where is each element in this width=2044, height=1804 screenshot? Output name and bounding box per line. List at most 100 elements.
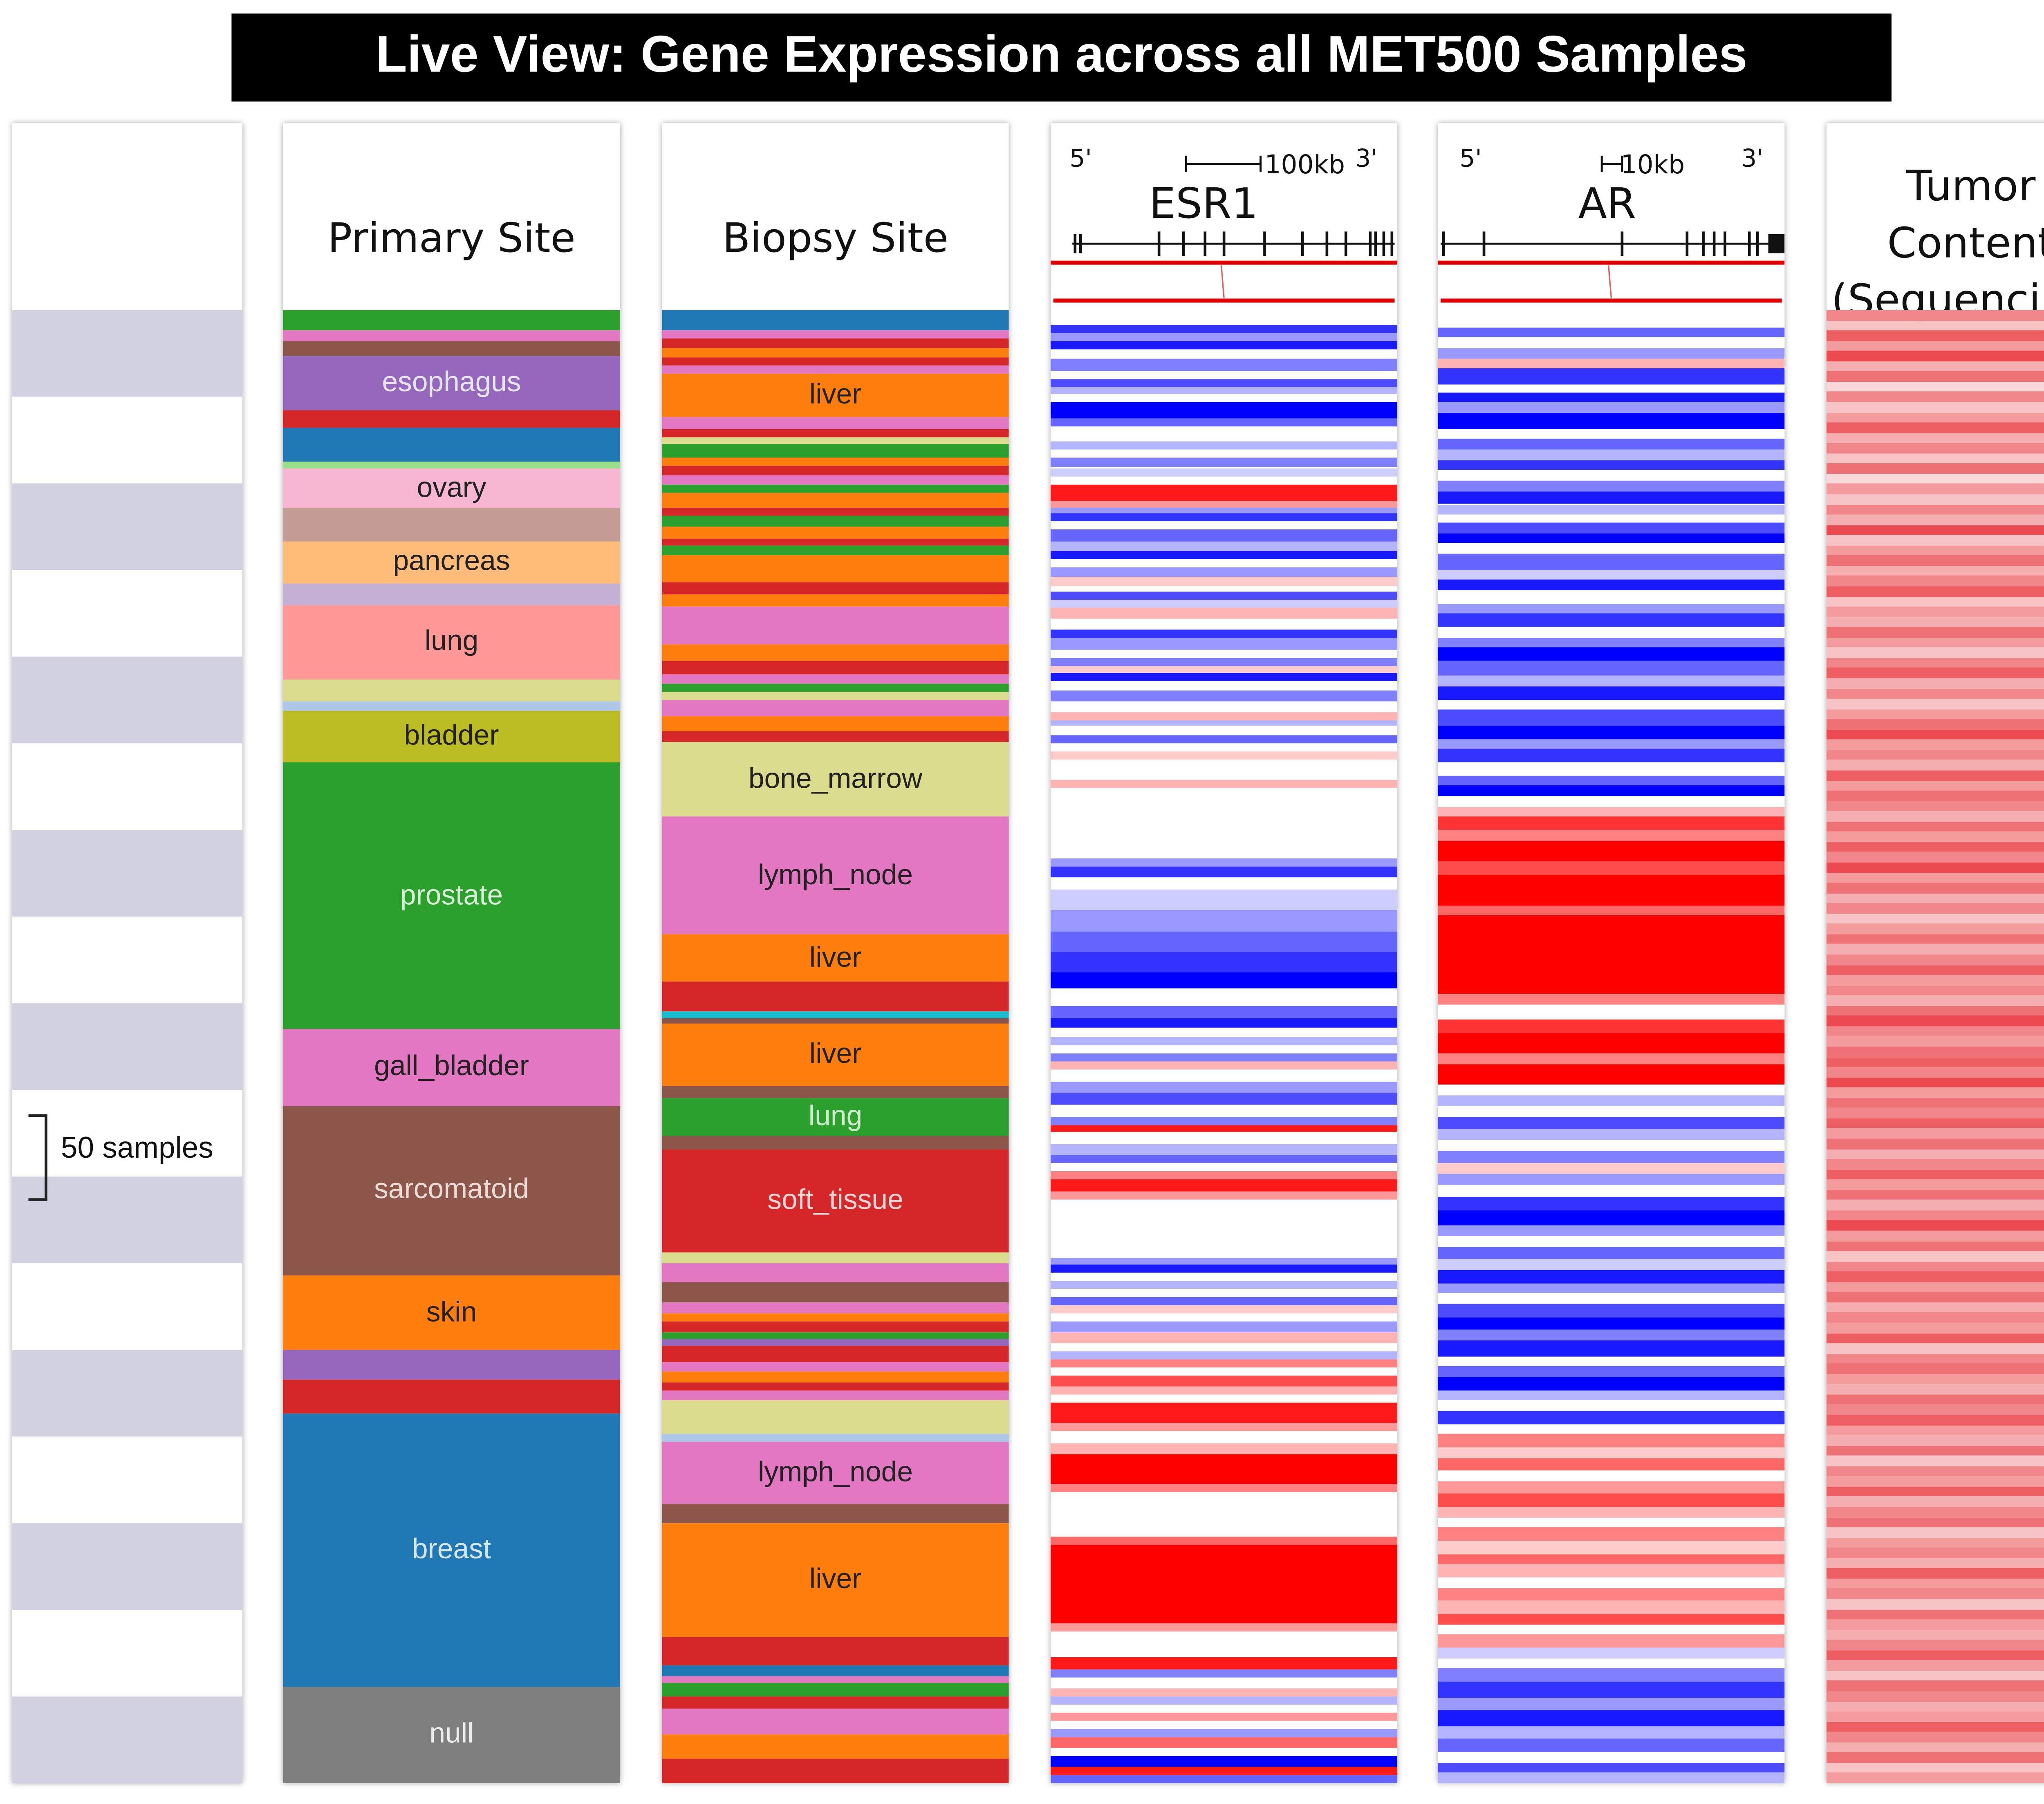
expression-band[interactable] xyxy=(1438,358,1785,369)
expression-band[interactable] xyxy=(1051,1061,1398,1070)
expression-band[interactable] xyxy=(1438,369,1785,385)
expression-band[interactable] xyxy=(1051,1305,1398,1314)
category-segment[interactable] xyxy=(662,310,1009,331)
expression-band[interactable] xyxy=(1438,491,1785,504)
tumor-content-band[interactable] xyxy=(1827,1077,2044,1088)
tumor-content-band[interactable] xyxy=(1827,801,2044,812)
tumor-content-band[interactable] xyxy=(1827,1456,2044,1467)
expression-band[interactable] xyxy=(1438,1317,1785,1330)
expression-band[interactable] xyxy=(1438,392,1785,403)
tumor-content-band[interactable] xyxy=(1827,1691,2044,1702)
expression-band[interactable] xyxy=(1051,910,1398,931)
expression-band[interactable] xyxy=(1438,1330,1785,1340)
expression-band[interactable] xyxy=(1438,840,1785,861)
ar-track[interactable]: 5' 10kb 3' AR xyxy=(1438,123,1785,1784)
category-segment[interactable]: sarcomatoid xyxy=(283,1105,620,1276)
tumor-content-band[interactable] xyxy=(1827,709,2044,720)
expression-band[interactable] xyxy=(1438,1507,1785,1518)
tumor-content-band[interactable] xyxy=(1827,1762,2044,1774)
expression-band[interactable] xyxy=(1438,726,1785,739)
expression-band[interactable] xyxy=(1051,1624,1398,1632)
expression-band[interactable] xyxy=(1438,1150,1785,1163)
tumor-content-band[interactable] xyxy=(1827,1098,2044,1109)
tumor-content-band[interactable] xyxy=(1827,473,2044,485)
category-segment[interactable] xyxy=(662,1504,1009,1523)
expression-band[interactable] xyxy=(1438,1174,1785,1184)
tumor-content-band[interactable] xyxy=(1827,1364,2044,1375)
expression-band[interactable] xyxy=(1051,858,1398,867)
expression-band[interactable] xyxy=(1051,867,1398,878)
tumor-content-band[interactable] xyxy=(1827,750,2044,761)
expression-band[interactable] xyxy=(1438,861,1785,874)
expression-band[interactable] xyxy=(1438,1163,1785,1174)
expression-band[interactable] xyxy=(1051,608,1398,619)
tumor-content-band[interactable] xyxy=(1827,1507,2044,1518)
category-segment[interactable] xyxy=(283,679,620,701)
tumor-content-band[interactable] xyxy=(1827,1701,2044,1712)
expression-band[interactable] xyxy=(1051,325,1398,334)
tumor-content-band[interactable] xyxy=(1827,484,2044,495)
category-segment[interactable]: lung xyxy=(283,605,620,680)
category-segment[interactable]: bone_marrow xyxy=(662,742,1009,817)
category-segment[interactable] xyxy=(662,982,1009,1011)
expression-band[interactable] xyxy=(1051,1431,1398,1444)
tumor-content-band[interactable] xyxy=(1827,1057,2044,1068)
expression-band[interactable] xyxy=(1438,994,1785,1005)
tumor-content-band[interactable] xyxy=(1827,1333,2044,1344)
expression-band[interactable] xyxy=(1051,1132,1398,1144)
tumor-content-band[interactable] xyxy=(1827,1670,2044,1682)
tumor-content-band[interactable] xyxy=(1827,1394,2044,1405)
expression-band[interactable] xyxy=(1051,1105,1398,1117)
expression-band[interactable] xyxy=(1438,590,1785,603)
expression-band[interactable] xyxy=(1438,1494,1785,1507)
tumor-content-band[interactable] xyxy=(1827,1200,2044,1211)
expression-band[interactable] xyxy=(1438,1588,1785,1601)
expression-band[interactable] xyxy=(1438,1634,1785,1648)
expression-band[interactable] xyxy=(1051,1092,1398,1105)
category-segment[interactable] xyxy=(662,516,1009,527)
tumor-content-band[interactable] xyxy=(1827,1773,2044,1784)
expression-band[interactable] xyxy=(1438,470,1785,481)
expression-band[interactable] xyxy=(1051,1280,1398,1289)
category-segment[interactable] xyxy=(662,1372,1009,1383)
category-segment[interactable] xyxy=(662,1252,1009,1263)
tumor-content-band[interactable] xyxy=(1827,903,2044,914)
category-segment[interactable]: lymph_node xyxy=(662,816,1009,935)
tumor-content-column[interactable]: Tumor Content (Sequencing) xyxy=(1827,123,2044,1784)
tumor-content-band[interactable] xyxy=(1827,596,2044,607)
tumor-content-band[interactable] xyxy=(1827,1405,2044,1416)
expression-band[interactable] xyxy=(1051,1257,1398,1264)
expression-band[interactable] xyxy=(1438,660,1785,677)
expression-band[interactable] xyxy=(1051,1483,1398,1492)
tumor-content-band[interactable] xyxy=(1827,719,2044,731)
tumor-content-band[interactable] xyxy=(1827,1599,2044,1610)
category-segment[interactable] xyxy=(662,417,1009,430)
tumor-content-band[interactable] xyxy=(1827,913,2044,925)
expression-band[interactable] xyxy=(1051,720,1398,726)
expression-band[interactable] xyxy=(1438,785,1785,796)
category-segment[interactable] xyxy=(662,331,1009,338)
expression-band[interactable] xyxy=(1051,619,1398,629)
expression-band[interactable] xyxy=(1051,1423,1398,1432)
category-segment[interactable] xyxy=(662,1313,1009,1322)
category-segment[interactable] xyxy=(662,582,1009,595)
expression-band[interactable] xyxy=(1051,877,1398,890)
expression-band[interactable] xyxy=(1051,1537,1398,1546)
biopsy-site-column[interactable]: Biopsy Site liver bone_marrow lymph_node li… xyxy=(662,123,1009,1784)
tumor-content-band[interactable] xyxy=(1827,1476,2044,1487)
expression-band[interactable] xyxy=(1438,648,1785,661)
expression-band[interactable] xyxy=(1438,806,1785,817)
expression-band[interactable] xyxy=(1051,1721,1398,1730)
expression-band[interactable] xyxy=(1051,1272,1398,1281)
expression-band[interactable] xyxy=(1051,1737,1398,1748)
expression-band[interactable] xyxy=(1051,1069,1398,1082)
tumor-content-band[interactable] xyxy=(1827,566,2044,577)
tumor-content-band[interactable] xyxy=(1827,1302,2044,1313)
category-segment[interactable] xyxy=(662,1018,1009,1023)
expression-band[interactable] xyxy=(1051,701,1398,712)
category-segment[interactable]: skin xyxy=(283,1275,620,1351)
tumor-content-band[interactable] xyxy=(1827,780,2044,792)
tumor-content-band[interactable] xyxy=(1827,1353,2044,1365)
expression-band[interactable] xyxy=(1438,775,1785,786)
expression-band[interactable] xyxy=(1051,629,1398,638)
